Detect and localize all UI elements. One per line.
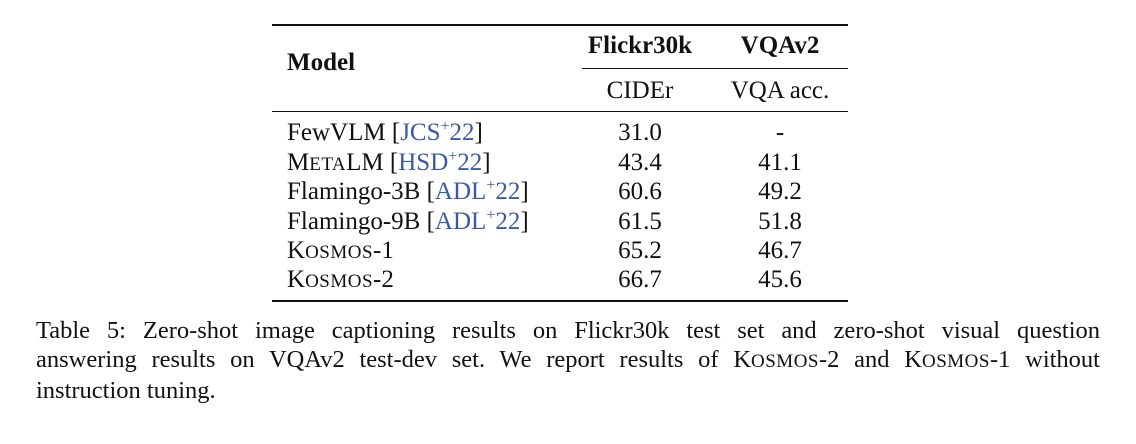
header-model: Model	[287, 49, 356, 76]
table-row-model: Flamingo-9B [ADL+22]	[287, 207, 529, 236]
caption-line-1: Table 5: Zero-shot image captioning resu…	[36, 317, 1100, 344]
caption-line-2: answering results on VQAv2 test-dev set.…	[36, 346, 1100, 373]
caption-line-3: instruction tuning.	[36, 377, 216, 404]
table-cell-vqa: 41.1	[758, 149, 802, 176]
header-vqa-acc: VQA acc.	[730, 77, 830, 104]
table-caption: Table 5: Zero-shot image captioning resu…	[36, 316, 1100, 405]
citation-link[interactable]: HSD+22	[398, 148, 483, 177]
table-row-model: METALM [HSD+22]	[287, 148, 491, 177]
header-vqav2: VQAv2	[740, 32, 820, 59]
table-cell-flickr: 31.0	[618, 119, 662, 146]
citation-link[interactable]: JCS+22	[400, 118, 475, 147]
table-cell-vqa: 45.6	[758, 266, 802, 293]
table-bottom-rule	[272, 300, 848, 302]
table-cell-vqa: 49.2	[758, 178, 802, 205]
table-cell-vqa: 46.7	[758, 237, 802, 264]
citation-link[interactable]: ADL+22	[434, 207, 521, 236]
table-row-model: FewVLM [JCS+22]	[287, 118, 483, 147]
table-row-model: KOSMOS-1	[287, 237, 394, 264]
table-row-model: Flamingo-3B [ADL+22]	[287, 177, 529, 206]
table-cell-flickr: 66.7	[618, 266, 662, 293]
citation-link[interactable]: ADL+22	[434, 177, 521, 206]
table-top-rule	[272, 24, 848, 26]
table-cell-vqa: -	[775, 119, 785, 146]
table-row-model: KOSMOS-2	[287, 266, 394, 293]
table-cell-flickr: 61.5	[618, 208, 662, 235]
header-partial-rule	[582, 68, 848, 69]
table-cell-vqa: 51.8	[758, 208, 802, 235]
table-cell-flickr: 43.4	[618, 149, 662, 176]
header-bottom-rule	[272, 111, 848, 112]
header-cider: CIDEr	[606, 77, 674, 104]
table-cell-flickr: 65.2	[618, 237, 662, 264]
header-flickr30k: Flickr30k	[587, 32, 693, 59]
table-cell-flickr: 60.6	[618, 178, 662, 205]
